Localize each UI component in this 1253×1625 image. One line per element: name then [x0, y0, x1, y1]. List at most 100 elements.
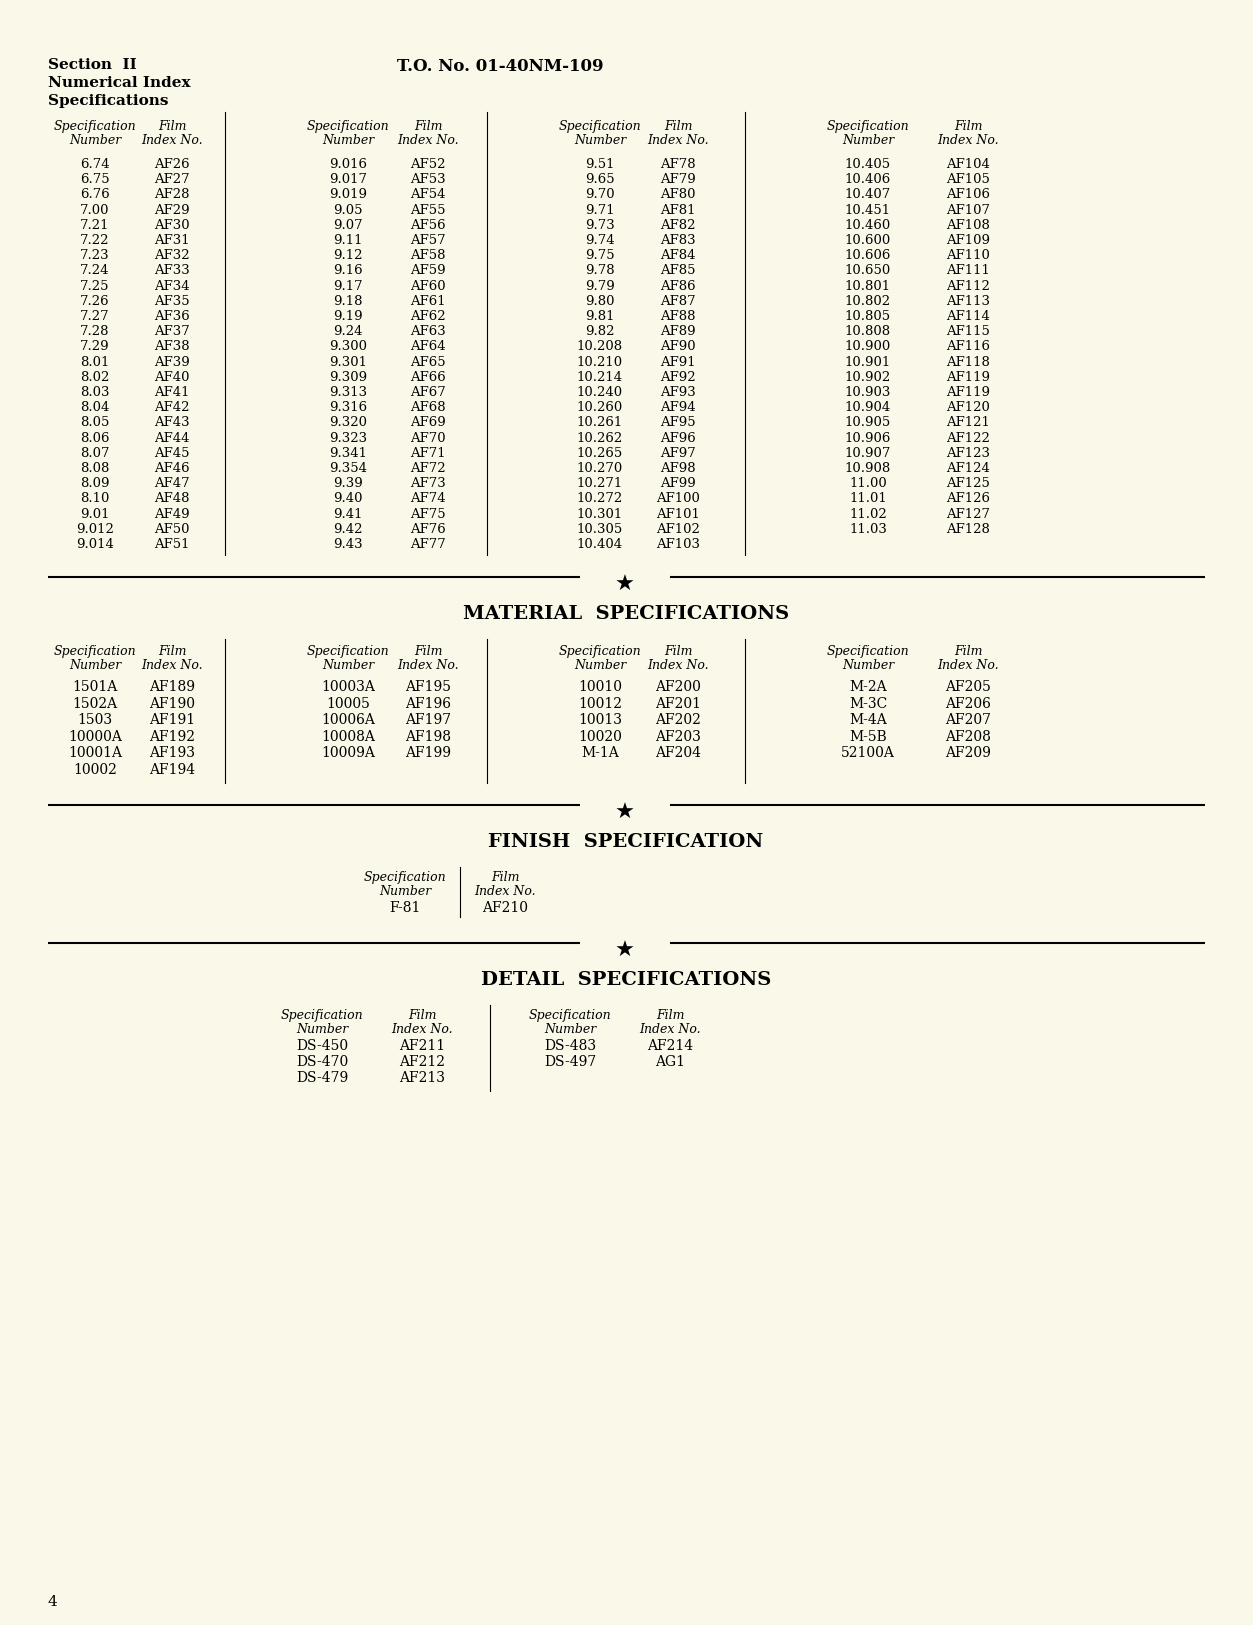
Text: 10008A: 10008A — [321, 730, 375, 744]
Text: AF121: AF121 — [946, 416, 990, 429]
Text: 9.70: 9.70 — [585, 188, 615, 202]
Text: 10.210: 10.210 — [576, 356, 623, 369]
Text: 9.014: 9.014 — [76, 538, 114, 551]
Text: AF76: AF76 — [410, 523, 446, 536]
Text: AF93: AF93 — [660, 387, 695, 400]
Text: Index No.: Index No. — [648, 660, 709, 673]
Text: 10.606: 10.606 — [845, 249, 891, 262]
Text: Section  II: Section II — [48, 58, 137, 72]
Text: Specification: Specification — [363, 871, 446, 884]
Text: AF27: AF27 — [154, 174, 189, 187]
Text: M-5B: M-5B — [850, 730, 887, 744]
Text: 9.71: 9.71 — [585, 203, 615, 216]
Text: 10.260: 10.260 — [576, 401, 623, 414]
Text: 8.01: 8.01 — [80, 356, 110, 369]
Text: AF102: AF102 — [657, 523, 700, 536]
Text: 9.81: 9.81 — [585, 310, 615, 323]
Text: ★: ★ — [615, 803, 635, 824]
Text: 9.24: 9.24 — [333, 325, 363, 338]
Text: AF53: AF53 — [410, 174, 446, 187]
Text: 10006A: 10006A — [321, 713, 375, 728]
Text: AF26: AF26 — [154, 158, 189, 171]
Text: 9.019: 9.019 — [330, 188, 367, 202]
Text: AF214: AF214 — [647, 1040, 693, 1053]
Text: 9.65: 9.65 — [585, 174, 615, 187]
Text: AF31: AF31 — [154, 234, 189, 247]
Text: Number: Number — [574, 133, 626, 146]
Text: 9.17: 9.17 — [333, 280, 363, 292]
Text: 9.16: 9.16 — [333, 265, 363, 278]
Text: Index No.: Index No. — [397, 133, 459, 146]
Text: AF33: AF33 — [154, 265, 190, 278]
Text: 10.801: 10.801 — [845, 280, 891, 292]
Text: 7.25: 7.25 — [80, 280, 110, 292]
Text: 10.904: 10.904 — [845, 401, 891, 414]
Text: AF111: AF111 — [946, 265, 990, 278]
Text: 10.907: 10.907 — [845, 447, 891, 460]
Text: AF124: AF124 — [946, 461, 990, 474]
Text: ★: ★ — [615, 575, 635, 595]
Text: AF28: AF28 — [154, 188, 189, 202]
Text: Specification: Specification — [827, 645, 910, 658]
Text: AF119: AF119 — [946, 387, 990, 400]
Text: 9.12: 9.12 — [333, 249, 363, 262]
Text: AF63: AF63 — [410, 325, 446, 338]
Text: AF191: AF191 — [149, 713, 195, 728]
Text: 10005: 10005 — [326, 697, 370, 710]
Text: AF44: AF44 — [154, 432, 189, 445]
Text: 9.82: 9.82 — [585, 325, 615, 338]
Text: 9.74: 9.74 — [585, 234, 615, 247]
Text: 10.270: 10.270 — [576, 461, 623, 474]
Text: DS-450: DS-450 — [296, 1040, 348, 1053]
Text: 8.09: 8.09 — [80, 478, 110, 491]
Text: 10.460: 10.460 — [845, 219, 891, 232]
Text: Number: Number — [322, 660, 375, 673]
Text: 11.02: 11.02 — [850, 507, 887, 520]
Text: AF65: AF65 — [410, 356, 446, 369]
Text: 9.316: 9.316 — [330, 401, 367, 414]
Text: ★: ★ — [615, 941, 635, 962]
Text: Number: Number — [574, 660, 626, 673]
Text: AF107: AF107 — [946, 203, 990, 216]
Text: AF77: AF77 — [410, 538, 446, 551]
Text: 9.78: 9.78 — [585, 265, 615, 278]
Text: AF61: AF61 — [410, 294, 446, 307]
Text: AF206: AF206 — [945, 697, 991, 710]
Text: 11.01: 11.01 — [850, 492, 887, 505]
Text: 10000A: 10000A — [68, 730, 122, 744]
Text: 10.905: 10.905 — [845, 416, 891, 429]
Text: FINISH  SPECIFICATION: FINISH SPECIFICATION — [489, 834, 763, 852]
Text: AF64: AF64 — [410, 340, 446, 353]
Text: AF60: AF60 — [410, 280, 446, 292]
Text: 1503: 1503 — [78, 713, 113, 728]
Text: F-81: F-81 — [390, 902, 421, 915]
Text: Film: Film — [664, 120, 692, 133]
Text: AF91: AF91 — [660, 356, 695, 369]
Text: Index No.: Index No. — [937, 660, 999, 673]
Text: AF67: AF67 — [410, 387, 446, 400]
Text: AF116: AF116 — [946, 340, 990, 353]
Text: Index No.: Index No. — [474, 886, 536, 899]
Text: AF30: AF30 — [154, 219, 189, 232]
Text: 10012: 10012 — [578, 697, 621, 710]
Text: AF195: AF195 — [405, 681, 451, 694]
Text: 9.19: 9.19 — [333, 310, 363, 323]
Text: AF85: AF85 — [660, 265, 695, 278]
Text: 9.11: 9.11 — [333, 234, 363, 247]
Text: AF94: AF94 — [660, 401, 695, 414]
Text: AF201: AF201 — [655, 697, 700, 710]
Text: 10.208: 10.208 — [576, 340, 623, 353]
Text: MATERIAL  SPECIFICATIONS: MATERIAL SPECIFICATIONS — [462, 604, 789, 624]
Text: Index No.: Index No. — [639, 1024, 700, 1037]
Text: 10020: 10020 — [578, 730, 621, 744]
Text: 10.600: 10.600 — [845, 234, 891, 247]
Text: Numerical Index: Numerical Index — [48, 76, 190, 89]
Text: AF39: AF39 — [154, 356, 190, 369]
Text: 4: 4 — [48, 1596, 58, 1609]
Text: 8.10: 8.10 — [80, 492, 110, 505]
Text: AF198: AF198 — [405, 730, 451, 744]
Text: AF123: AF123 — [946, 447, 990, 460]
Text: AF58: AF58 — [410, 249, 446, 262]
Text: Index No.: Index No. — [648, 133, 709, 146]
Text: 9.18: 9.18 — [333, 294, 363, 307]
